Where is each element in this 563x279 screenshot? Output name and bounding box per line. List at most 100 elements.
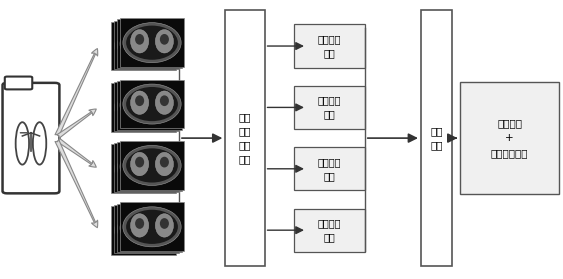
Ellipse shape [160,95,169,106]
FancyBboxPatch shape [5,76,32,89]
Ellipse shape [123,88,175,122]
Ellipse shape [153,31,171,54]
Ellipse shape [131,91,149,114]
Ellipse shape [157,35,166,46]
Ellipse shape [150,216,168,239]
Ellipse shape [120,146,178,187]
FancyBboxPatch shape [114,205,179,253]
FancyBboxPatch shape [120,141,185,190]
Ellipse shape [123,27,175,61]
Ellipse shape [123,207,181,247]
Ellipse shape [153,215,171,238]
Ellipse shape [117,25,176,65]
Ellipse shape [127,37,136,48]
Ellipse shape [150,32,168,55]
Ellipse shape [118,29,169,63]
Ellipse shape [125,216,143,239]
Ellipse shape [157,219,166,230]
Ellipse shape [122,156,140,179]
Ellipse shape [132,35,141,46]
Ellipse shape [123,23,181,63]
Ellipse shape [120,28,172,62]
Ellipse shape [123,145,181,186]
Ellipse shape [120,24,178,64]
Ellipse shape [118,90,169,124]
Text: 肺部
疾病
分类
模型: 肺部 疾病 分类 模型 [239,112,251,164]
FancyBboxPatch shape [117,204,181,252]
Ellipse shape [120,151,172,185]
Ellipse shape [154,36,163,47]
Ellipse shape [132,97,141,107]
Ellipse shape [151,37,160,48]
Ellipse shape [114,149,173,189]
Ellipse shape [120,208,178,248]
Text: 分块分类
结果: 分块分类 结果 [318,157,341,181]
Ellipse shape [135,157,144,167]
Ellipse shape [147,156,165,179]
FancyBboxPatch shape [294,25,365,68]
Ellipse shape [151,160,160,171]
Ellipse shape [155,91,173,114]
Ellipse shape [126,210,178,244]
Ellipse shape [114,210,173,250]
FancyBboxPatch shape [120,80,185,128]
Ellipse shape [131,30,149,53]
Ellipse shape [128,31,146,54]
FancyBboxPatch shape [294,86,365,129]
FancyBboxPatch shape [111,83,176,132]
FancyBboxPatch shape [111,22,176,71]
Ellipse shape [125,155,143,178]
FancyBboxPatch shape [114,143,179,192]
FancyBboxPatch shape [114,21,179,69]
Ellipse shape [131,214,149,237]
FancyBboxPatch shape [111,145,176,193]
FancyBboxPatch shape [117,142,181,191]
Ellipse shape [117,86,176,126]
Ellipse shape [160,34,169,45]
FancyBboxPatch shape [461,82,558,194]
Text: 识别结果
+
病灶分块张量: 识别结果 + 病灶分块张量 [491,118,528,158]
Text: 分块分类
结果: 分块分类 结果 [318,218,341,242]
Ellipse shape [157,158,166,169]
Ellipse shape [155,152,173,176]
Ellipse shape [120,212,172,246]
Ellipse shape [157,97,166,107]
Ellipse shape [127,99,136,109]
Ellipse shape [155,214,173,237]
FancyBboxPatch shape [294,209,365,252]
Ellipse shape [118,213,169,247]
Ellipse shape [126,87,178,121]
Ellipse shape [160,157,169,167]
Ellipse shape [117,209,176,249]
FancyBboxPatch shape [117,81,181,129]
Ellipse shape [153,153,171,177]
Ellipse shape [147,217,165,240]
Ellipse shape [127,160,136,171]
FancyBboxPatch shape [117,20,181,68]
FancyBboxPatch shape [2,83,60,193]
Ellipse shape [129,98,138,108]
Ellipse shape [151,99,160,109]
Ellipse shape [126,26,178,60]
Ellipse shape [151,222,160,232]
Ellipse shape [154,220,163,231]
Ellipse shape [155,30,173,53]
FancyBboxPatch shape [225,10,265,266]
Ellipse shape [123,150,175,184]
FancyBboxPatch shape [111,206,176,254]
Ellipse shape [125,93,143,117]
Ellipse shape [131,152,149,176]
Ellipse shape [150,93,168,117]
Ellipse shape [154,98,163,108]
FancyBboxPatch shape [114,82,179,131]
Ellipse shape [160,218,169,229]
FancyBboxPatch shape [421,10,452,266]
Ellipse shape [114,87,173,128]
Ellipse shape [122,33,140,56]
Text: 分块分类
结果: 分块分类 结果 [318,95,341,119]
Ellipse shape [154,159,163,170]
Ellipse shape [135,95,144,106]
Ellipse shape [120,89,172,123]
Ellipse shape [128,92,146,116]
Ellipse shape [128,153,146,177]
